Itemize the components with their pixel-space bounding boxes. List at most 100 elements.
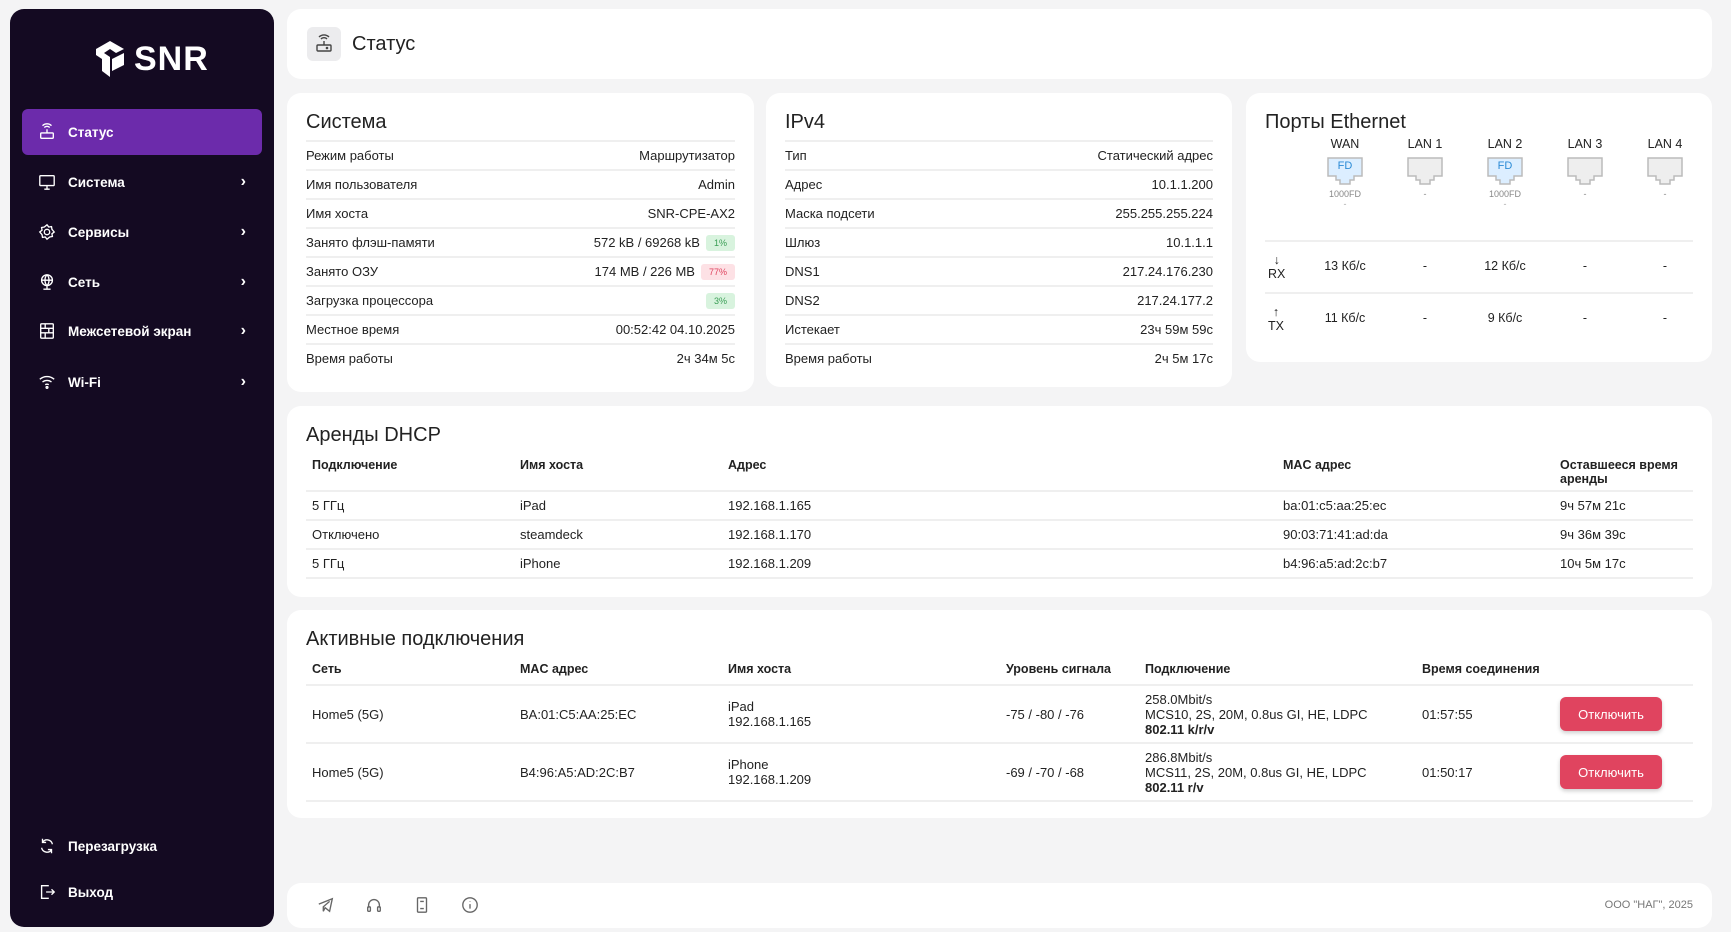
sidebar-item-4[interactable]: Межсетевой экран ›: [22, 308, 262, 354]
info-link[interactable]: [461, 896, 479, 917]
kv-value-text: 23ч 59м 59с: [1140, 322, 1213, 337]
kv-label: Местное время: [306, 322, 400, 337]
kv-label: Время работы: [306, 351, 393, 366]
hostname: iPhone: [728, 757, 769, 772]
sidebar-item-label: Межсетевой экран: [68, 323, 192, 339]
table-cell: 192.168.1.170: [722, 520, 1277, 550]
page-header: Статус: [287, 9, 1712, 79]
book-link[interactable]: [413, 896, 431, 917]
kv-label: Истекает: [785, 322, 840, 337]
sidebar-item-0[interactable]: Статус: [22, 109, 262, 155]
kv-value-text: Маршрутизатор: [639, 148, 735, 163]
table-row: Отключено steamdeck 192.168.1.170 90:03:71:…: [306, 520, 1693, 550]
headset-link[interactable]: [365, 896, 383, 917]
kv-value-text: 174 MB / 226 MB: [594, 264, 695, 279]
kv-value-text: 2ч 5м 17с: [1154, 351, 1213, 366]
telegram-link[interactable]: [317, 896, 335, 917]
book-icon: [416, 897, 428, 913]
column-header: Уровень сигнала: [1000, 654, 1139, 686]
page-title: Статус: [352, 33, 416, 55]
kv-label: Имя пользователя: [306, 177, 418, 192]
sidebar-item-label: Wi-Fi: [68, 374, 101, 390]
host-ip: 192.168.1.209: [728, 772, 812, 787]
kv-value: 3%: [705, 292, 735, 309]
connected-time: 01:50:17: [1416, 743, 1554, 802]
port-tx: -: [1582, 311, 1588, 325]
kv-value: Маршрутизатор: [639, 148, 735, 163]
port-speed: -: [1583, 189, 1587, 199]
port-1: LAN 1 -: [1390, 137, 1460, 199]
port-tx: -: [1662, 311, 1668, 325]
kv-value-text: 217.24.177.2: [1137, 293, 1213, 308]
reboot-button[interactable]: Перезагрузка: [22, 823, 262, 869]
kv-label: Занято ОЗУ: [306, 264, 379, 279]
ipv4-card: IPv4 Тип Статический адрес Адрес 10.1.1.200…: [766, 93, 1232, 387]
logout-button[interactable]: Выход: [22, 869, 262, 915]
tx-label: ↑ TX: [1268, 305, 1284, 333]
chevron-right-icon: ›: [240, 173, 246, 190]
chevron-right-icon: ›: [240, 223, 246, 240]
port-rx: -: [1662, 259, 1668, 273]
kv-row: Режим работы Маршрутизатор: [306, 140, 735, 169]
network-cell: Home5 (5G): [306, 685, 514, 744]
dhcp-table: Подключение Имя хоста Адрес MAC адрес Оставш…: [306, 454, 1693, 579]
kv-value-text: 00:52:42 04.10.2025: [615, 322, 735, 337]
ports-card: Порты Ethernet WAN FD 1000FD -13 Кб/с 11 Кб/…: [1246, 93, 1712, 362]
port-3: LAN 3 -: [1550, 137, 1620, 199]
router-icon: [40, 123, 54, 139]
table-cell: 5 ГГц: [306, 491, 514, 521]
sidebar-item-3[interactable]: Сеть ›: [22, 259, 262, 305]
disconnect-button[interactable]: Отключить: [1560, 697, 1662, 731]
chevron-right-icon: ›: [240, 373, 246, 390]
sidebar-item-1[interactable]: Система ›: [22, 159, 262, 205]
chevron-right-icon: ›: [240, 322, 246, 339]
table-cell: 192.168.1.165: [722, 491, 1277, 521]
kv-value: 2ч 5м 17с: [1155, 351, 1213, 366]
column-header: Имя хоста: [722, 654, 1000, 686]
kv-row: DNS1 217.24.176.230: [785, 256, 1213, 285]
system-title: Система: [306, 111, 387, 133]
network-cell: Home5 (5G): [306, 743, 514, 802]
kv-value: 10.1.1.200: [1152, 177, 1213, 192]
table-cell: 9ч 57м 21с: [1554, 491, 1693, 521]
info-icon: [462, 897, 478, 913]
port-tx: 11 Кб/с: [1324, 311, 1366, 325]
kv-row: Имя хоста SNR-CPE-AX2: [306, 198, 735, 227]
telegram-icon: [318, 897, 334, 913]
table-row: Home5 (5G) BA:01:C5:AA:25:EC iPad 192.168.1…: [306, 685, 1693, 744]
kv-value-text: Admin: [698, 177, 735, 192]
sidebar-item-label: Перезагрузка: [68, 838, 158, 854]
usage-badge: 1%: [705, 234, 735, 251]
usage-badge: 3%: [705, 292, 735, 309]
table-cell: ba:01:c5:aa:25:ec: [1277, 491, 1554, 521]
snr-logo[interactable]: SNR: [92, 39, 209, 79]
sidebar-item-2[interactable]: Сервисы ›: [22, 209, 262, 255]
sidebar-item-label: Статус: [68, 124, 114, 140]
mcs-info: MCS11, 2S, 20M, 0.8us GI, HE, LDPC: [1145, 764, 1367, 780]
kv-value: 174 MB / 226 MB 77%: [594, 263, 735, 280]
kv-label: Тип: [785, 148, 807, 163]
usage-badge: 77%: [700, 263, 735, 280]
kv-value-text: 10.1.1.200: [1151, 177, 1213, 192]
column-header: Имя хоста: [514, 454, 722, 492]
sidebar-item-5[interactable]: Wi-Fi ›: [22, 359, 262, 405]
monitor-icon: [39, 175, 55, 190]
ipv4-title: IPv4: [785, 111, 826, 133]
kv-label: DNS2: [785, 293, 820, 308]
table-row: 5 ГГц iPad 192.168.1.165 ba:01:c5:aa:25:ec 9…: [306, 491, 1693, 521]
kv-label: Имя хоста: [306, 206, 369, 221]
disconnect-button[interactable]: Отключить: [1560, 755, 1662, 789]
kv-row: Маска подсети 255.255.255.224: [785, 198, 1213, 227]
mac-cell: BA:01:C5:AA:25:EC: [514, 685, 722, 744]
column-header: Сеть: [306, 654, 514, 686]
ethernet-port-icon: [1407, 157, 1443, 185]
kv-row: Время работы 2ч 5м 17с: [785, 343, 1213, 372]
kv-row: Местное время 00:52:42 04.10.2025: [306, 314, 735, 343]
table-cell: 90:03:71:41:ad:da: [1277, 520, 1554, 550]
kv-value: 00:52:42 04.10.2025: [616, 322, 735, 337]
kv-label: Занято флэш-памяти: [306, 235, 435, 250]
port-duplex-badge: FD: [1497, 160, 1513, 172]
kv-label: DNS1: [785, 264, 820, 279]
table-cell: iPhone: [514, 549, 722, 579]
ethernet-port-icon: FD: [1327, 157, 1363, 185]
